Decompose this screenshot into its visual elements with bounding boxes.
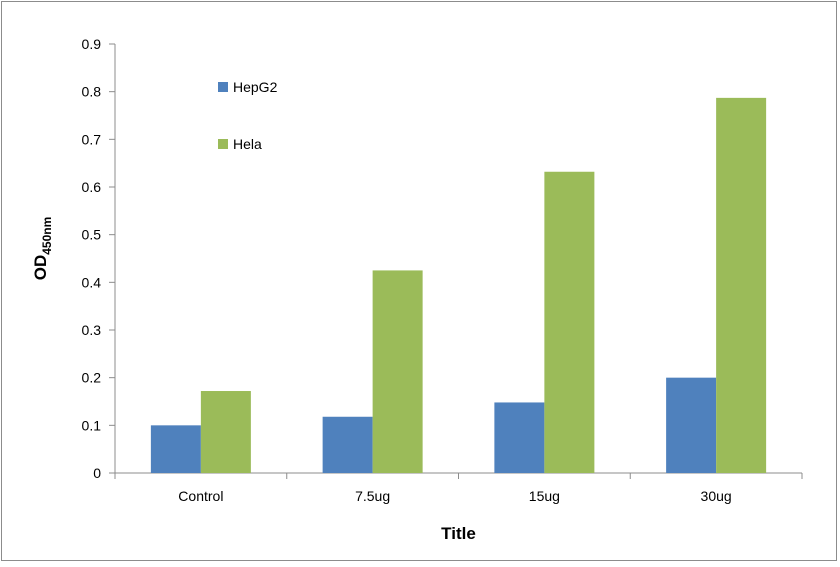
y-tick-label: 0.5 (82, 227, 102, 243)
bar-hepg2-15ug (494, 402, 545, 473)
legend-swatch (218, 82, 228, 92)
y-tick-label: 0.1 (82, 417, 102, 433)
bar-hepg2-7-5ug (322, 416, 373, 473)
y-axis-title-subscript: 450nm (40, 217, 54, 255)
y-tick-label: 0.4 (82, 274, 102, 290)
y-tick-label: 0.2 (82, 370, 102, 386)
y-axis-title: OD450nm (31, 217, 54, 281)
y-tick-labels: 0 0.1 0.2 0.3 0.4 0.5 0.6 0.7 0.8 0.9 (82, 36, 102, 481)
y-tick-label: 0 (93, 465, 101, 481)
legend-label: Hela (233, 136, 262, 152)
y-tick-label: 0.9 (82, 36, 102, 52)
bar-hela-15ug (544, 171, 595, 473)
x-category-labels: Control 7.5ug 15ug 30ug (178, 488, 731, 504)
y-axis-title-main: OD (31, 255, 50, 281)
x-axis-title: Title (441, 524, 476, 543)
legend-swatch (218, 139, 228, 149)
bars (150, 97, 767, 473)
legend-label: HepG2 (233, 79, 278, 95)
legend: HepG2 Hela (218, 79, 278, 152)
y-tick-label: 0.7 (82, 131, 102, 147)
y-tick-label: 0.6 (82, 179, 102, 195)
y-tick-label: 0.3 (82, 322, 102, 338)
x-category-label: 15ug (529, 488, 560, 504)
bar-hela-7-5ug (372, 270, 423, 473)
bar-hela-control (200, 391, 251, 473)
bar-hepg2-30ug (666, 377, 717, 473)
x-category-label: 30ug (701, 488, 732, 504)
y-tick-label: 0.8 (82, 84, 102, 100)
bar-hela-30ug (716, 97, 767, 473)
x-category-label: 7.5ug (355, 488, 390, 504)
x-category-label: Control (178, 488, 223, 504)
bar-hepg2-control (150, 425, 201, 473)
